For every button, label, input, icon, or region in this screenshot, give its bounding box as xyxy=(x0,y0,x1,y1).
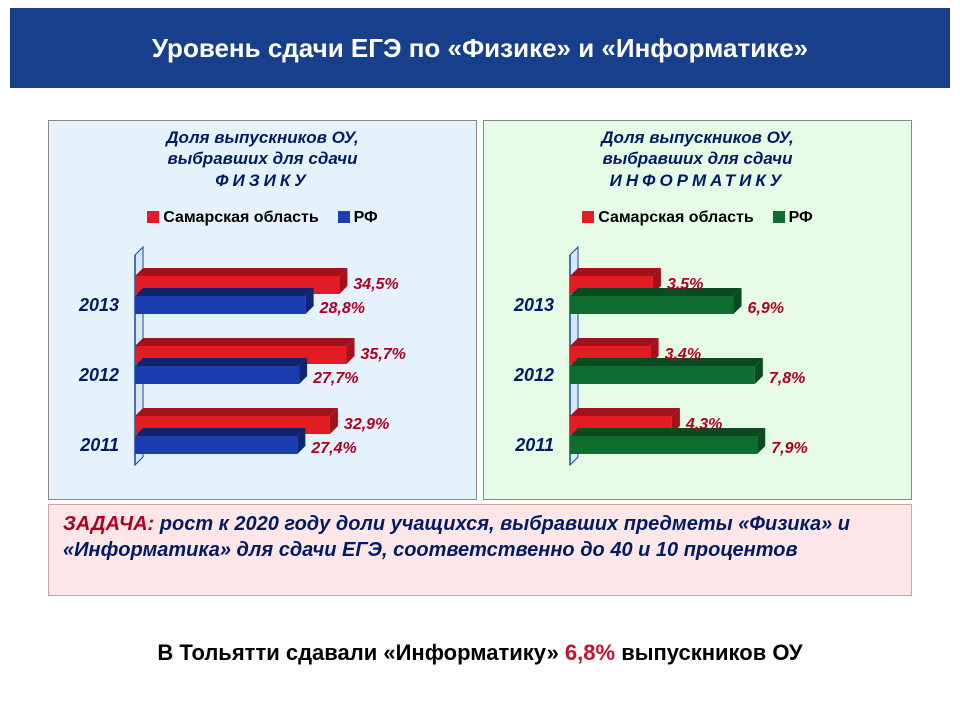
legend-swatch-samara xyxy=(147,211,159,223)
year-label: 2013 xyxy=(484,295,554,316)
title-bar: Уровень сдачи ЕГЭ по «Физике» и «Информа… xyxy=(10,8,950,88)
year-label: 2011 xyxy=(49,435,119,456)
legend-label-rf: РФ xyxy=(354,209,378,226)
panel-informatics: Доля выпускников ОУ, выбравших для сдачи… xyxy=(483,120,912,500)
legend-swatch-rf-informatics xyxy=(773,211,785,223)
svg-text:4,3%: 4,3% xyxy=(685,416,722,433)
year-label: 2012 xyxy=(49,365,119,386)
panel-informatics-title-l2: выбравших для сдачи xyxy=(603,149,793,168)
panel-informatics-chart: 3,5%6,9%3,4%7,8%4,3%7,9%201320122011 xyxy=(564,245,891,475)
panel-physics-title-l2: выбравших для сдачи xyxy=(168,149,358,168)
svg-text:27,7%: 27,7% xyxy=(312,370,358,387)
year-label: 2011 xyxy=(484,435,554,456)
legend-label-samara: Самарская область xyxy=(598,209,753,226)
panel-informatics-chart-wrap: 3,5% 6,9% 3,4% 7,8% 4,3% 7,9% 2013 2012 2011 xyxy=(484,235,911,485)
year-label: 2013 xyxy=(49,295,119,316)
footer-highlight: 6,8% xyxy=(565,640,615,665)
svg-text:7,8%: 7,8% xyxy=(769,370,805,387)
panel-informatics-title-l3: ИНФОРМАТИКУ xyxy=(610,171,786,190)
task-lead: ЗАДАЧА: xyxy=(63,513,154,535)
panel-physics-legend: Самарская область РФ xyxy=(49,209,476,227)
footer-line: В Тольятти сдавали «Информатику» 6,8% вы… xyxy=(0,640,960,666)
slide: Уровень сдачи ЕГЭ по «Физике» и «Информа… xyxy=(0,0,960,720)
panel-physics-title-l1: Доля выпускников ОУ, xyxy=(166,128,358,147)
panels-row: Доля выпускников ОУ, выбравших для сдачи… xyxy=(48,120,912,500)
svg-text:32,9%: 32,9% xyxy=(344,416,389,433)
legend-swatch-rf-physics xyxy=(338,211,350,223)
panel-physics-chart: 34,5%28,8%35,7%27,7%32,9%27,4%2013201220… xyxy=(129,245,456,475)
svg-text:34,5%: 34,5% xyxy=(353,276,398,293)
svg-text:7,9%: 7,9% xyxy=(771,440,807,457)
panel-informatics-legend: Самарская область РФ xyxy=(484,209,911,227)
svg-text:3,4%: 3,4% xyxy=(665,346,701,363)
svg-text:28,8%: 28,8% xyxy=(319,300,365,317)
legend-label-rf: РФ xyxy=(789,209,813,226)
panel-physics-title: Доля выпускников ОУ, выбравших для сдачи… xyxy=(49,121,476,193)
task-box: ЗАДАЧА: рост к 2020 году доли учащихся, … xyxy=(48,504,912,596)
svg-text:35,7%: 35,7% xyxy=(361,346,406,363)
svg-text:3,5%: 3,5% xyxy=(667,276,703,293)
panel-physics-chart-wrap: 34,5% 28,8% 35,7%27,7% 32,9% 27,4% 2013 2012 20… xyxy=(49,235,476,485)
footer-post: выпускников ОУ xyxy=(615,640,803,665)
panel-informatics-title: Доля выпускников ОУ, выбравших для сдачи… xyxy=(484,121,911,193)
page-title: Уровень сдачи ЕГЭ по «Физике» и «Информа… xyxy=(152,33,808,64)
year-label: 2012 xyxy=(484,365,554,386)
legend-label-samara: Самарская область xyxy=(163,209,318,226)
task-text: рост к 2020 году доли учащихся, выбравши… xyxy=(63,513,850,561)
footer-pre: В Тольятти сдавали «Информатику» xyxy=(157,640,565,665)
svg-text:27,4%: 27,4% xyxy=(310,440,356,457)
panel-physics-title-l3: ФИЗИКУ xyxy=(215,171,310,190)
legend-swatch-samara xyxy=(582,211,594,223)
svg-text:6,9%: 6,9% xyxy=(748,300,784,317)
panel-physics: Доля выпускников ОУ, выбравших для сдачи… xyxy=(48,120,477,500)
panel-informatics-title-l1: Доля выпускников ОУ, xyxy=(601,128,793,147)
